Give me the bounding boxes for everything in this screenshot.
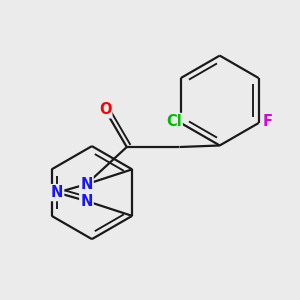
Text: O: O bbox=[99, 102, 111, 117]
Text: N: N bbox=[51, 185, 63, 200]
Text: N: N bbox=[80, 194, 93, 208]
Text: N: N bbox=[80, 177, 93, 192]
Text: F: F bbox=[263, 114, 273, 129]
Text: Cl: Cl bbox=[166, 114, 182, 129]
